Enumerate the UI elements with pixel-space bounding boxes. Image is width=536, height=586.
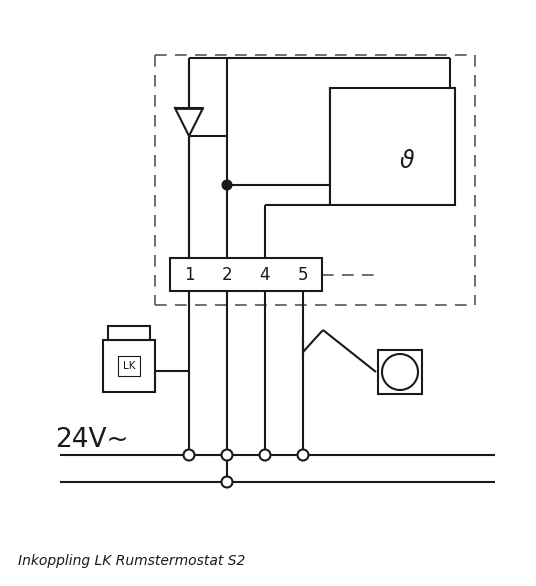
Bar bbox=[378, 350, 422, 394]
Circle shape bbox=[183, 449, 195, 461]
Text: 4: 4 bbox=[260, 265, 270, 284]
Text: Inkoppling LK Rumstermostat S2: Inkoppling LK Rumstermostat S2 bbox=[18, 554, 245, 568]
Text: 1: 1 bbox=[184, 265, 195, 284]
Text: 24V~: 24V~ bbox=[55, 427, 129, 453]
Bar bbox=[330, 88, 455, 205]
Circle shape bbox=[382, 354, 418, 390]
Circle shape bbox=[222, 180, 232, 189]
Circle shape bbox=[221, 476, 233, 488]
Text: 5: 5 bbox=[298, 265, 308, 284]
Text: $\vartheta$: $\vartheta$ bbox=[399, 148, 415, 172]
Circle shape bbox=[297, 449, 309, 461]
Polygon shape bbox=[175, 108, 203, 136]
Bar bbox=[103, 340, 155, 392]
Text: 2: 2 bbox=[222, 265, 232, 284]
Text: LK: LK bbox=[123, 361, 135, 371]
Bar bbox=[108, 326, 150, 340]
Circle shape bbox=[259, 449, 271, 461]
Bar bbox=[170, 258, 322, 291]
Circle shape bbox=[221, 449, 233, 461]
